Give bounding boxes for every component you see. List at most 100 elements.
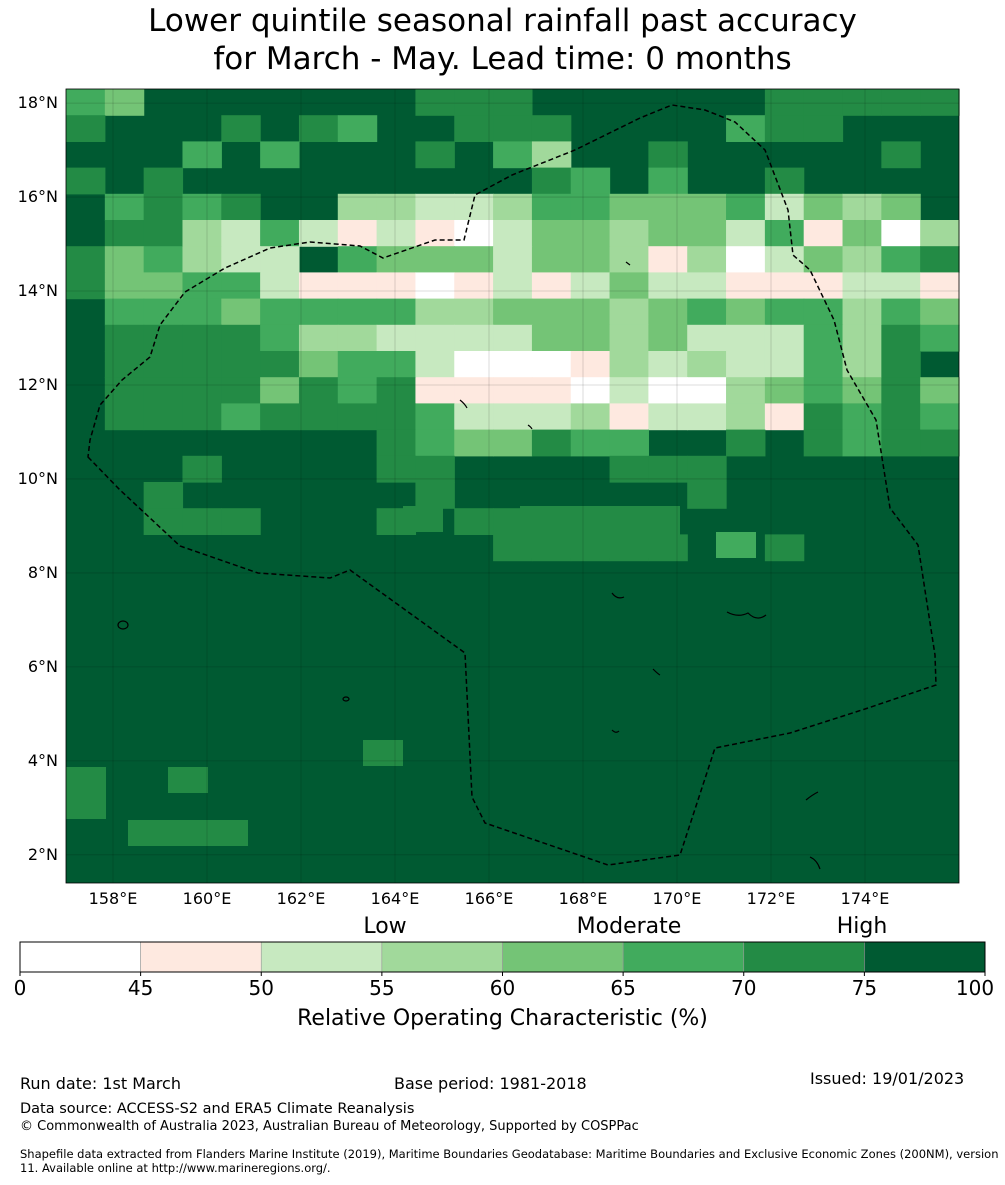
grid-cell [881,429,921,457]
grid-cell [920,429,960,457]
grid-cell [415,193,455,221]
latitude-label: 10°N [17,468,58,488]
grid-cell [609,429,649,457]
grid-cell [104,220,145,247]
grid-cell [842,193,882,221]
grid-cell [920,272,960,300]
grid-cell [531,403,572,431]
grid-cell [376,351,417,378]
grid-cell [221,377,261,404]
grid-cell [454,351,494,378]
grid-cell [881,377,921,404]
grid-cell [842,246,882,273]
grid-cell [454,377,494,404]
grid-cell [920,89,960,116]
grid-cell [493,193,533,221]
grid-cell [726,429,766,457]
grid-cell [570,403,611,431]
grid-cell [531,298,572,326]
grid-cell [920,298,960,326]
grid-cell [609,246,649,273]
copyright: © Commonwealth of Australia 2023, Austra… [20,1119,639,1134]
grid-cell [221,351,261,378]
grid-cell [687,220,727,247]
grid-cell [726,324,766,352]
grid-cell [493,115,533,142]
grid-cell [687,246,727,273]
island [726,611,767,619]
grid-cell [726,193,766,221]
colorbar-tick-label: 65 [610,976,636,1000]
grid-cell [570,351,611,378]
grid-cell [415,403,455,431]
grid-cell [570,193,611,221]
grid-cell [764,272,805,300]
grid-cell [415,298,455,326]
grid-cell [337,246,378,273]
grid-cell [881,141,921,169]
grid-cell [920,246,960,273]
shapefile-note: Shapefile data extracted from Flanders M… [20,1147,999,1175]
longitude-label: 166°E [464,889,514,908]
grid-cell [600,506,640,532]
grid-cell [648,193,688,221]
grid-cell [143,220,184,247]
grid-cell [493,272,533,300]
grid-cell [842,220,882,247]
grid-cell [881,246,921,273]
grid-cell [842,403,882,431]
grid-cell [520,532,560,558]
grid-cell [66,89,106,116]
grid-cell [376,403,417,431]
grid-cell [454,508,494,535]
grid-cell [648,141,688,169]
grid-cell [376,220,417,247]
grid-cell [687,272,727,300]
grid-cell [687,482,727,509]
grid-cell [687,193,727,221]
grid-cell [66,246,106,273]
graticule [66,89,959,883]
grid-cell [221,220,261,247]
longitude-label: 172°E [746,889,796,908]
grid-cell [609,298,649,326]
grid-cell [648,298,688,326]
colorbar-bin [260,941,383,973]
grid-cell [376,298,417,326]
grid-cell [221,508,261,535]
grid-cell [609,272,649,300]
grid-cell [66,115,106,142]
grid-cell [454,403,494,431]
grid-cell [66,767,106,793]
grid-cell [803,298,844,326]
grid-cell [376,193,417,221]
grid-cell [337,351,378,378]
grid-cell [454,115,494,142]
grid-cell [648,377,688,404]
grid-cell [298,351,339,378]
grid-cell [415,377,455,404]
grid-cell [221,115,261,142]
grid-cell [143,482,184,509]
grid-cell [600,532,640,558]
colorbar-bin [140,941,262,973]
grid-cell [803,220,844,247]
grid-cell [560,506,600,532]
grid-cell [920,324,960,352]
grid-cell [764,403,805,431]
grid-cell [66,272,106,300]
grid-cell [764,220,805,247]
grid-cell [454,272,494,300]
grid-cell [143,324,184,352]
island [117,620,129,630]
grid-cell [221,246,261,273]
grid-cell [221,298,261,326]
grid-cell [726,220,766,247]
grid-cell [182,377,222,404]
grid-cell [337,324,378,352]
grid-cell [570,429,611,457]
colorbar-tick-label: 55 [369,976,395,1000]
latitude-label: 14°N [17,281,58,301]
grid-cell [493,298,533,326]
grid-cell [221,403,261,431]
